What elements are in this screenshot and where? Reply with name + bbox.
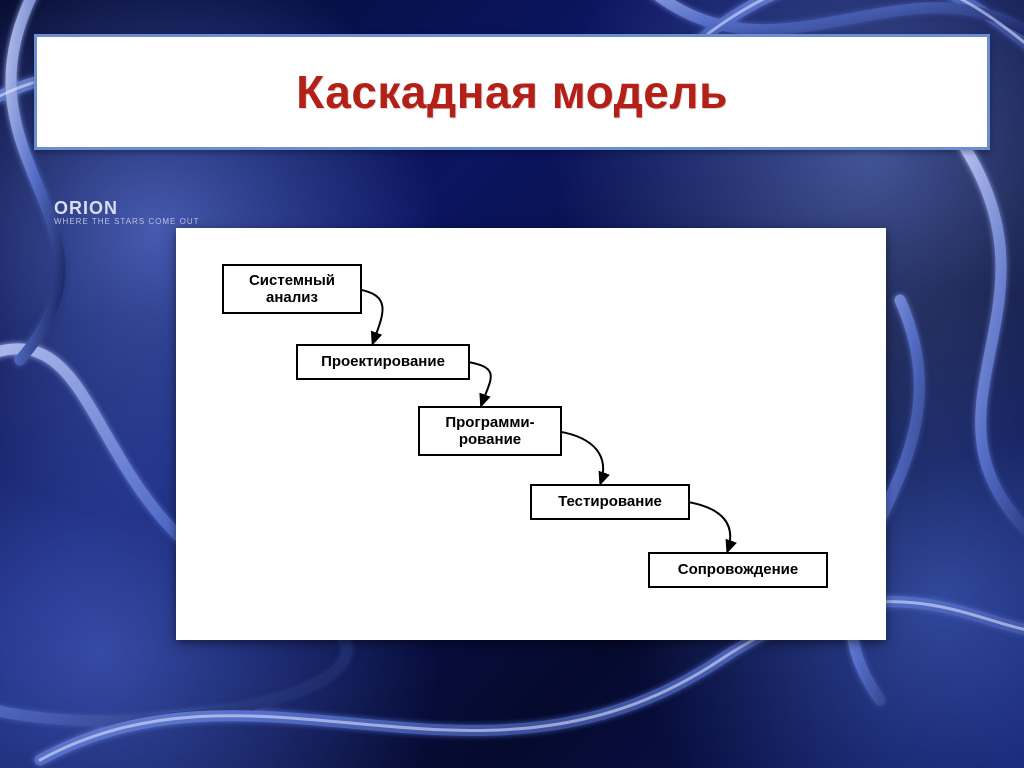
- slide-title: Каскадная модель: [296, 65, 728, 119]
- flow-edge-n4-n5: [686, 502, 730, 552]
- flow-node-n1: Системный анализ: [222, 264, 362, 314]
- watermark: ORION WHERE THE STARS COME OUT: [54, 198, 200, 226]
- flow-node-n3: Программи- рование: [418, 406, 562, 456]
- flow-node-n5: Сопровождение: [648, 552, 828, 588]
- watermark-tagline: WHERE THE STARS COME OUT: [54, 217, 200, 226]
- title-panel: Каскадная модель: [34, 34, 990, 150]
- diagram-panel: Системный анализ Проектирование Программи-…: [176, 228, 886, 640]
- flow-edge-n3-n4: [558, 431, 603, 484]
- flow-node-n2: Проектирование: [296, 344, 470, 380]
- slide-stage: Каскадная модель ORION WHERE THE STARS C…: [0, 0, 1024, 768]
- flow-node-n4: Тестирование: [530, 484, 690, 520]
- watermark-brand: ORION: [54, 198, 200, 219]
